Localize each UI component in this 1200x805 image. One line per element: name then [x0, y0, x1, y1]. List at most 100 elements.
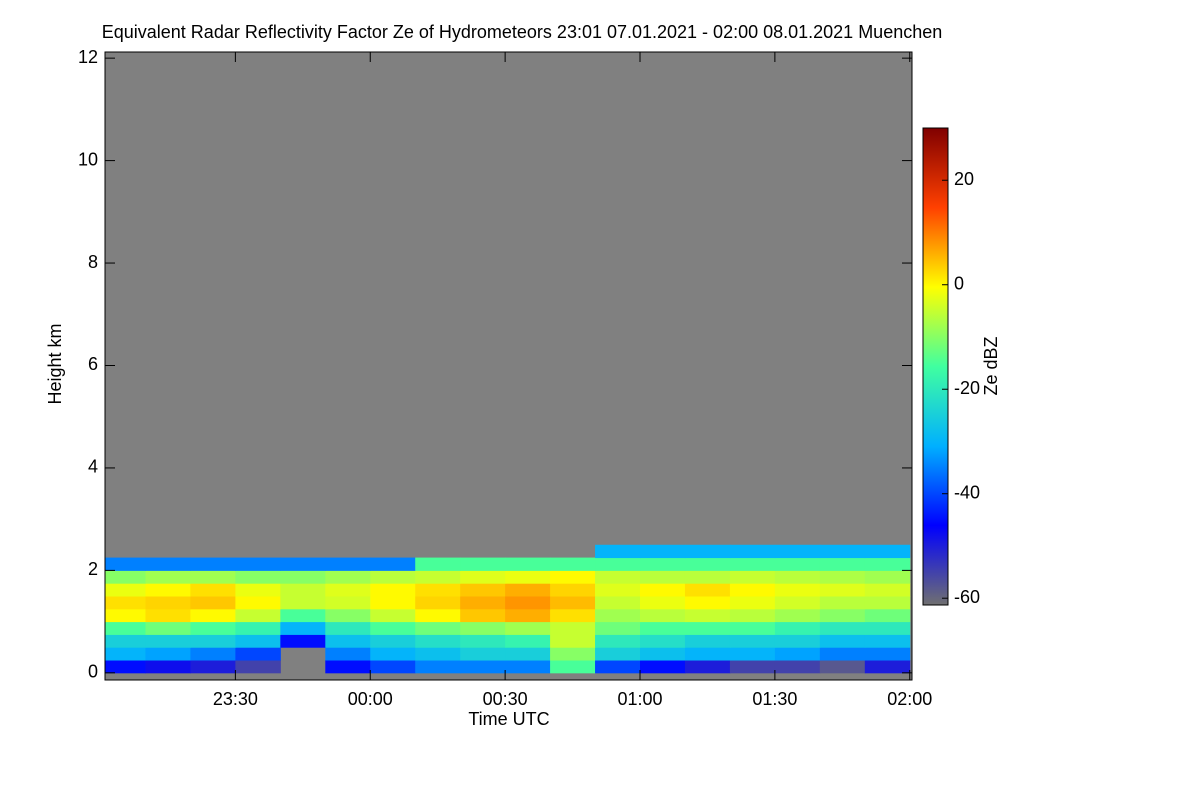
heatmap-cell	[505, 570, 551, 584]
heatmap-cell	[550, 570, 596, 584]
heatmap-cell	[684, 583, 731, 597]
heatmap-cell	[729, 647, 776, 661]
y-tick-label: 2	[88, 559, 98, 579]
heatmap-cell	[819, 660, 866, 674]
heatmap-cell	[774, 544, 821, 559]
heatmap-cell	[415, 660, 461, 674]
heatmap-cell	[640, 557, 686, 571]
heatmap-cell	[505, 621, 551, 635]
heatmap-cell	[595, 570, 641, 584]
heatmap-cell	[729, 583, 776, 597]
x-axis-label: Time UTC	[468, 709, 549, 729]
heatmap-cell	[595, 544, 641, 559]
heatmap-cell	[415, 583, 461, 597]
heatmap-cell	[505, 583, 551, 597]
heatmap-cell	[550, 557, 596, 571]
heatmap-cell	[280, 634, 326, 648]
heatmap-cell	[684, 544, 731, 559]
heatmap-cell	[415, 557, 461, 571]
heatmap-cell	[819, 595, 866, 610]
heatmap-cell	[550, 621, 596, 635]
heatmap-cell	[235, 647, 281, 661]
heatmap-cell	[774, 621, 821, 635]
colorbar-label: Ze dBZ	[981, 336, 1001, 395]
heatmap-cell	[145, 647, 191, 661]
heatmap-cell	[325, 583, 371, 597]
colorbar-tick-label: -20	[954, 378, 980, 398]
heatmap-cell	[235, 608, 281, 623]
heatmap-cell	[460, 595, 506, 610]
heatmap-cell	[190, 660, 236, 674]
heatmap-cell	[595, 660, 641, 674]
heatmap-cell	[864, 570, 911, 584]
heatmap-cell	[370, 557, 416, 571]
heatmap-cell	[190, 570, 236, 584]
heatmap-cell	[105, 608, 146, 623]
heatmap-cell	[190, 583, 236, 597]
heatmap-cell	[595, 621, 641, 635]
heatmap-cell	[235, 557, 281, 571]
heatmap-cell	[729, 621, 776, 635]
heatmap-cell	[370, 647, 416, 661]
heatmap-cell	[640, 647, 686, 661]
heatmap-cell	[550, 595, 596, 610]
heatmap-cell	[415, 647, 461, 661]
heatmap-cell	[145, 557, 191, 571]
heatmap-cell	[684, 595, 731, 610]
heatmap-cell	[325, 634, 371, 648]
y-tick-label: 4	[88, 457, 98, 477]
heatmap-cell	[864, 595, 911, 610]
heatmap-cell	[684, 570, 731, 584]
heatmap-cell	[505, 634, 551, 648]
heatmap-cell	[190, 557, 236, 571]
heatmap-cell	[774, 647, 821, 661]
heatmap-cell	[729, 660, 776, 674]
heatmap-cell	[505, 595, 551, 610]
heatmap-cell	[640, 583, 686, 597]
heatmap-cell	[460, 621, 506, 635]
heatmap-cell	[864, 544, 911, 559]
heatmap-cell	[729, 557, 776, 571]
heatmap-cell	[105, 621, 146, 635]
heatmap-cell	[235, 660, 281, 674]
heatmap-cell	[370, 570, 416, 584]
heatmap-cell	[235, 634, 281, 648]
heatmap-cell	[640, 595, 686, 610]
heatmap-cell	[550, 647, 596, 661]
heatmap-cell	[595, 583, 641, 597]
colorbar	[922, 127, 949, 606]
heatmap-cell	[145, 608, 191, 623]
heatmap-cell	[280, 583, 326, 597]
colorbar-tick-label: 0	[954, 273, 964, 293]
heatmap-cell	[640, 660, 686, 674]
heatmap-cell	[684, 647, 731, 661]
heatmap-cell	[864, 583, 911, 597]
heatmap-cell	[864, 634, 911, 648]
heatmap-cell	[370, 583, 416, 597]
heatmap-cell	[105, 660, 146, 674]
heatmap-cell	[774, 595, 821, 610]
heatmap-cell	[640, 634, 686, 648]
heatmap-cell	[595, 647, 641, 661]
heatmap-cell	[105, 647, 146, 661]
heatmap-cell	[505, 608, 551, 623]
heatmap-cell	[370, 608, 416, 623]
heatmap-cell	[235, 570, 281, 584]
heatmap-cell	[819, 583, 866, 597]
heatmap-cell	[145, 621, 191, 635]
heatmap-cell	[105, 595, 146, 610]
heatmap-cell	[684, 634, 731, 648]
heatmap-cell	[864, 557, 911, 571]
heatmap-cell	[325, 608, 371, 623]
heatmap-cell	[819, 544, 866, 559]
heatmap-cell	[460, 608, 506, 623]
heatmap-cell	[190, 595, 236, 610]
heatmap-cell	[415, 608, 461, 623]
heatmap-cell	[190, 647, 236, 661]
heatmap-cell	[105, 570, 146, 584]
heatmap-cell	[460, 570, 506, 584]
heatmap-cell	[774, 570, 821, 584]
heatmap-cell	[640, 621, 686, 635]
heatmap-cell	[595, 634, 641, 648]
